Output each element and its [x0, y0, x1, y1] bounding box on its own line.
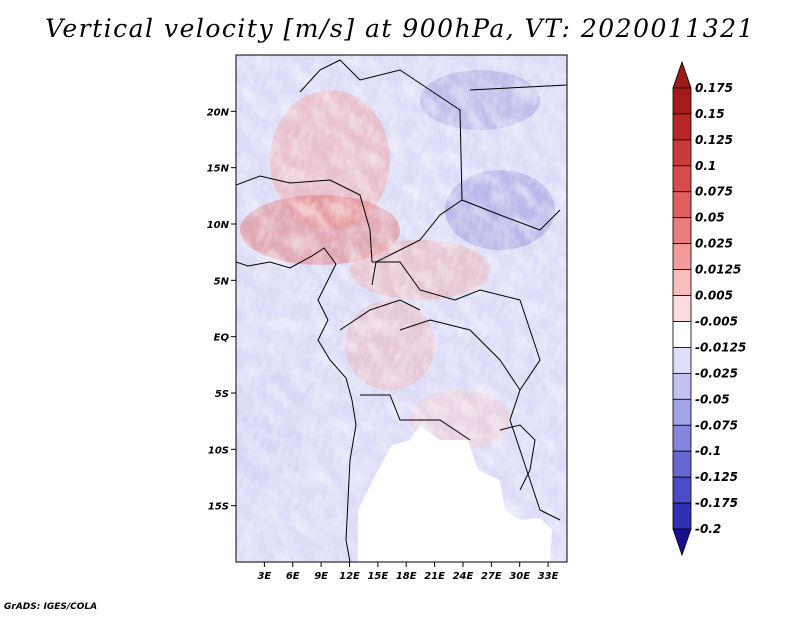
lat-tick-label: 5N — [214, 276, 230, 287]
colorbar-segment — [672, 424, 692, 452]
colorbar-segment — [672, 165, 692, 193]
lon-tick-label: 6E — [286, 571, 300, 582]
lon-tick-label: 3E — [257, 571, 271, 582]
colorbar-segment — [672, 502, 692, 530]
colorbar-label: 0.025 — [695, 237, 733, 251]
colorbar-segment — [672, 347, 692, 374]
lat-tick-label: 10S — [208, 445, 229, 456]
lat-tick-label: EQ — [214, 333, 230, 344]
colorbar-label: 0.075 — [695, 185, 733, 199]
colorbar-label: 0.125 — [695, 133, 733, 147]
colorbar-segment — [672, 476, 692, 504]
latitude-axis: 20N 15N 10N 5N EQ 5S 10S 15S — [207, 107, 236, 513]
colorbar-label: -0.125 — [695, 470, 738, 484]
colorbar-label: -0.175 — [695, 496, 738, 510]
lon-tick-label: 33E — [538, 571, 559, 582]
lon-tick-label: 18E — [396, 571, 417, 582]
colorbar-label: -0.05 — [695, 392, 730, 406]
lon-tick-label: 24E — [453, 571, 474, 582]
field-shading — [236, 55, 567, 562]
chart-title: Vertical velocity [m/s] at 900hPa, VT: 2… — [45, 14, 755, 43]
lat-tick-label: 5S — [215, 389, 229, 400]
colorbar-segment — [672, 372, 692, 400]
colorbar-label: -0.005 — [695, 314, 738, 328]
colorbar-label: 0.175 — [695, 81, 733, 95]
lon-tick-label: 12E — [339, 571, 360, 582]
lat-tick-label: 15N — [207, 164, 230, 175]
colorbar-segment — [672, 113, 692, 141]
colorbar-label: -0.075 — [695, 418, 738, 432]
colorbar-segment — [672, 398, 692, 426]
colorbar-label: -0.0125 — [695, 340, 746, 354]
longitude-axis: 3E 6E 9E 12E 15E 18E 21E 24E 27E 30E 33E — [257, 562, 559, 582]
lat-tick-label: 15S — [208, 502, 229, 513]
colorbar-segment — [672, 217, 692, 245]
lon-tick-label: 15E — [367, 571, 388, 582]
colorbar-label: 0.005 — [695, 289, 733, 303]
lat-tick-label: 10N — [207, 220, 230, 231]
colorbar-segment — [672, 269, 692, 296]
missing-data-region — [358, 425, 552, 562]
colorbar-segment — [672, 243, 692, 270]
map-panel — [236, 55, 567, 562]
colorbar-label: -0.2 — [695, 522, 721, 536]
colorbar-label: 0.05 — [695, 211, 725, 225]
colorbar-label: 0.0125 — [695, 263, 741, 277]
lat-tick-label: 20N — [207, 107, 230, 118]
colorbar-label: 0.1 — [695, 159, 716, 173]
colorbar: 0.175 0.15 0.125 0.1 0.075 0.05 0.025 0.0125 0.0… — [672, 60, 746, 557]
colorbar-label: 0.15 — [695, 107, 725, 121]
colorbar-segment — [672, 295, 692, 322]
footer-credit: GrADS: IGES/COLA — [4, 602, 98, 612]
colorbar-label: -0.1 — [695, 444, 721, 458]
political-borders — [236, 59, 567, 562]
colorbar-segment — [672, 321, 692, 348]
colorbar-segment — [672, 139, 692, 167]
colorbar-top-arrow — [672, 60, 692, 89]
colorbar-segment — [672, 450, 692, 478]
colorbar-label: -0.025 — [695, 366, 738, 380]
lon-tick-label: 27E — [481, 571, 502, 582]
lon-tick-label: 9E — [314, 571, 328, 582]
lon-tick-label: 30E — [509, 571, 530, 582]
map-frame — [235, 54, 568, 563]
lon-tick-label: 21E — [424, 571, 445, 582]
colorbar-segment — [672, 87, 692, 115]
colorbar-bottom-arrow — [672, 528, 692, 557]
colorbar-segment — [672, 191, 692, 219]
